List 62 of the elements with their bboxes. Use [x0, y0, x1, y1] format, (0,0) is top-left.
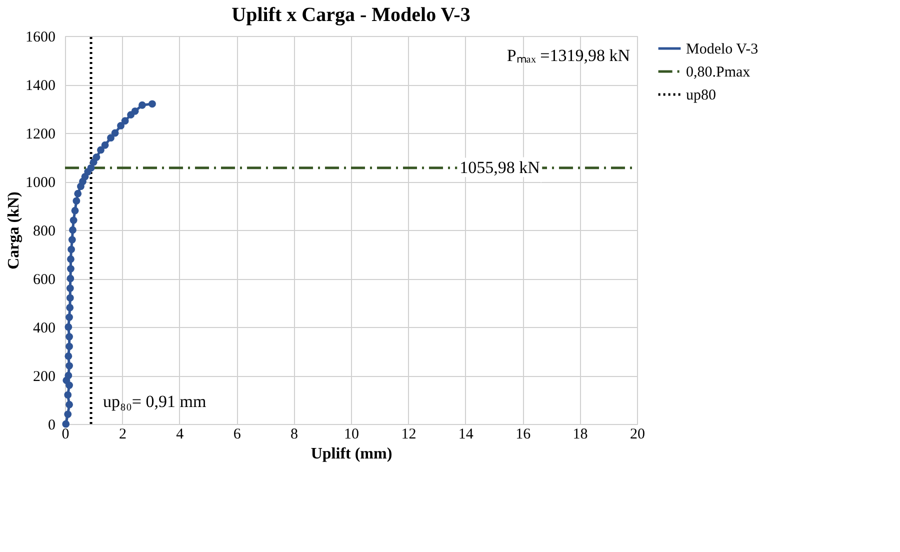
point [64, 410, 72, 418]
point [68, 246, 75, 254]
point [66, 314, 73, 321]
point [69, 226, 76, 234]
legend-label: up80 [686, 88, 716, 104]
x-tick-label: 2 [118, 426, 126, 442]
point [66, 400, 73, 408]
x-tick-label: 6 [233, 426, 242, 442]
annotation: up₈₀= 0,91 mm [103, 392, 206, 412]
y-axis-title: Carga (kN) [6, 192, 22, 270]
x-axis-title: Uplift (mm) [310, 446, 392, 462]
point [66, 333, 73, 340]
point [64, 372, 72, 380]
x-tick-label: 16 [516, 426, 532, 442]
point [97, 146, 104, 154]
point [62, 420, 70, 428]
point [66, 284, 74, 292]
point [121, 117, 129, 125]
point [67, 265, 74, 272]
y-tick-label: 400 [33, 320, 56, 336]
y-tick-label: 1400 [26, 78, 56, 94]
y-tick-label: 1600 [26, 30, 56, 46]
point [92, 154, 100, 161]
point [64, 352, 72, 360]
point [101, 141, 109, 149]
point [68, 236, 76, 244]
point [148, 100, 156, 108]
point [87, 164, 95, 172]
point [67, 255, 74, 263]
x-tick-label: 8 [290, 426, 298, 442]
y-tick-label: 1000 [26, 175, 56, 191]
point [66, 362, 73, 370]
x-tick-label: 12 [401, 426, 416, 442]
x-tick-label: 0 [62, 426, 70, 442]
point [117, 122, 124, 130]
point [66, 274, 74, 282]
point [70, 216, 78, 224]
point [131, 107, 139, 115]
y-tick-label: 1200 [26, 126, 56, 142]
annotation: Pₘₐₓ =1319,98 kN [506, 46, 630, 65]
legend-label: Modelo V-3 [686, 42, 758, 58]
y-tick-label: 200 [33, 369, 56, 385]
y-tick-label: 600 [33, 272, 56, 288]
point [138, 101, 146, 109]
x-tick-label: 10 [344, 426, 359, 442]
x-tick-label: 20 [630, 426, 645, 442]
x-tick-label: 14 [458, 426, 474, 442]
legend-label: 0,80.Pmax [686, 64, 751, 80]
x-tick-label: 18 [572, 426, 588, 442]
point [64, 323, 72, 331]
y-tick-label: 800 [33, 224, 56, 240]
point [74, 190, 82, 198]
x-tick-label: 4 [176, 426, 184, 442]
chart-title: Uplift x Carga - Modelo V-3 [232, 4, 470, 26]
point [72, 197, 80, 205]
point [64, 391, 72, 399]
point [107, 134, 114, 142]
point [66, 294, 74, 302]
point [66, 342, 73, 350]
point [111, 129, 119, 137]
point [66, 304, 74, 312]
point [71, 206, 79, 214]
